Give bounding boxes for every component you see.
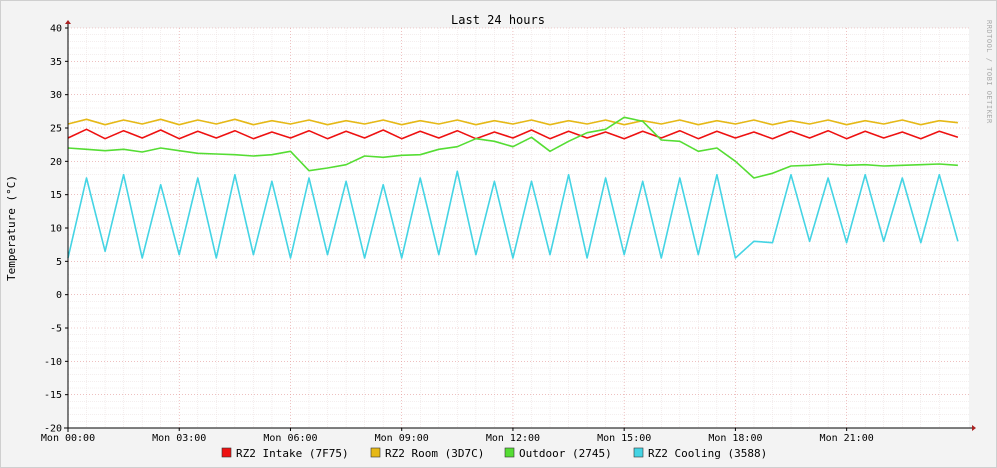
legend-swatch-1 (221, 447, 232, 458)
x-tick-label: Mon 12:00 (486, 433, 540, 444)
x-tick-label: Mon 21:00 (820, 433, 874, 444)
y-tick-label: 30 (50, 90, 62, 101)
series-layer (67, 116, 959, 259)
x-tick-label: Mon 03:00 (152, 433, 206, 444)
y-axis-label: Temperature (°C) (5, 175, 18, 281)
y-tick-label: -10 (44, 357, 62, 368)
x-tick-label: Mon 06:00 (263, 433, 317, 444)
legend-label-2: RZ2 Room (3D7C) (385, 447, 484, 460)
y-tick-label: 15 (50, 190, 62, 201)
series-line-1 (67, 128, 959, 140)
x-tick-label: Mon 18:00 (708, 433, 762, 444)
legend-label-3: Outdoor (2745) (519, 447, 612, 460)
rrdtool-watermark: RRDTOOL / TOBI OETIKER (985, 20, 993, 124)
legend-swatch-3 (504, 447, 515, 458)
series-line-2 (67, 118, 958, 126)
y-tick-label: -20 (44, 424, 62, 435)
y-tick-label: 40 (50, 24, 62, 35)
series-line-4 (67, 170, 959, 259)
y-tick-label: -5 (50, 324, 62, 335)
series-line-3 (67, 116, 958, 179)
y-tick-label: 5 (56, 257, 62, 268)
x-axis-arrow (972, 425, 976, 431)
y-tick-label: 10 (50, 224, 62, 235)
legend-swatch-4 (633, 447, 644, 458)
y-tick-label: 0 (56, 290, 62, 301)
legend-label-4: RZ2 Cooling (3588) (648, 447, 767, 460)
y-tick-label: -15 (44, 390, 62, 401)
x-tick-label: Mon 09:00 (375, 433, 429, 444)
x-tick-label: Mon 15:00 (597, 433, 651, 444)
y-axis-arrow (65, 20, 71, 24)
x-tick-label: Mon 00:00 (41, 433, 95, 444)
y-tick-label: 25 (50, 124, 62, 135)
legend: RZ2 Intake (7F75) RZ2 Room (3D7C) Outdoor … (221, 447, 767, 460)
y-tick-label: 20 (50, 157, 62, 168)
legend-swatch-2 (370, 447, 381, 458)
chart-title: Last 24 hours (451, 13, 545, 27)
y-tick-label: 35 (50, 57, 62, 68)
legend-label-1: RZ2 Intake (7F75) (236, 447, 349, 460)
